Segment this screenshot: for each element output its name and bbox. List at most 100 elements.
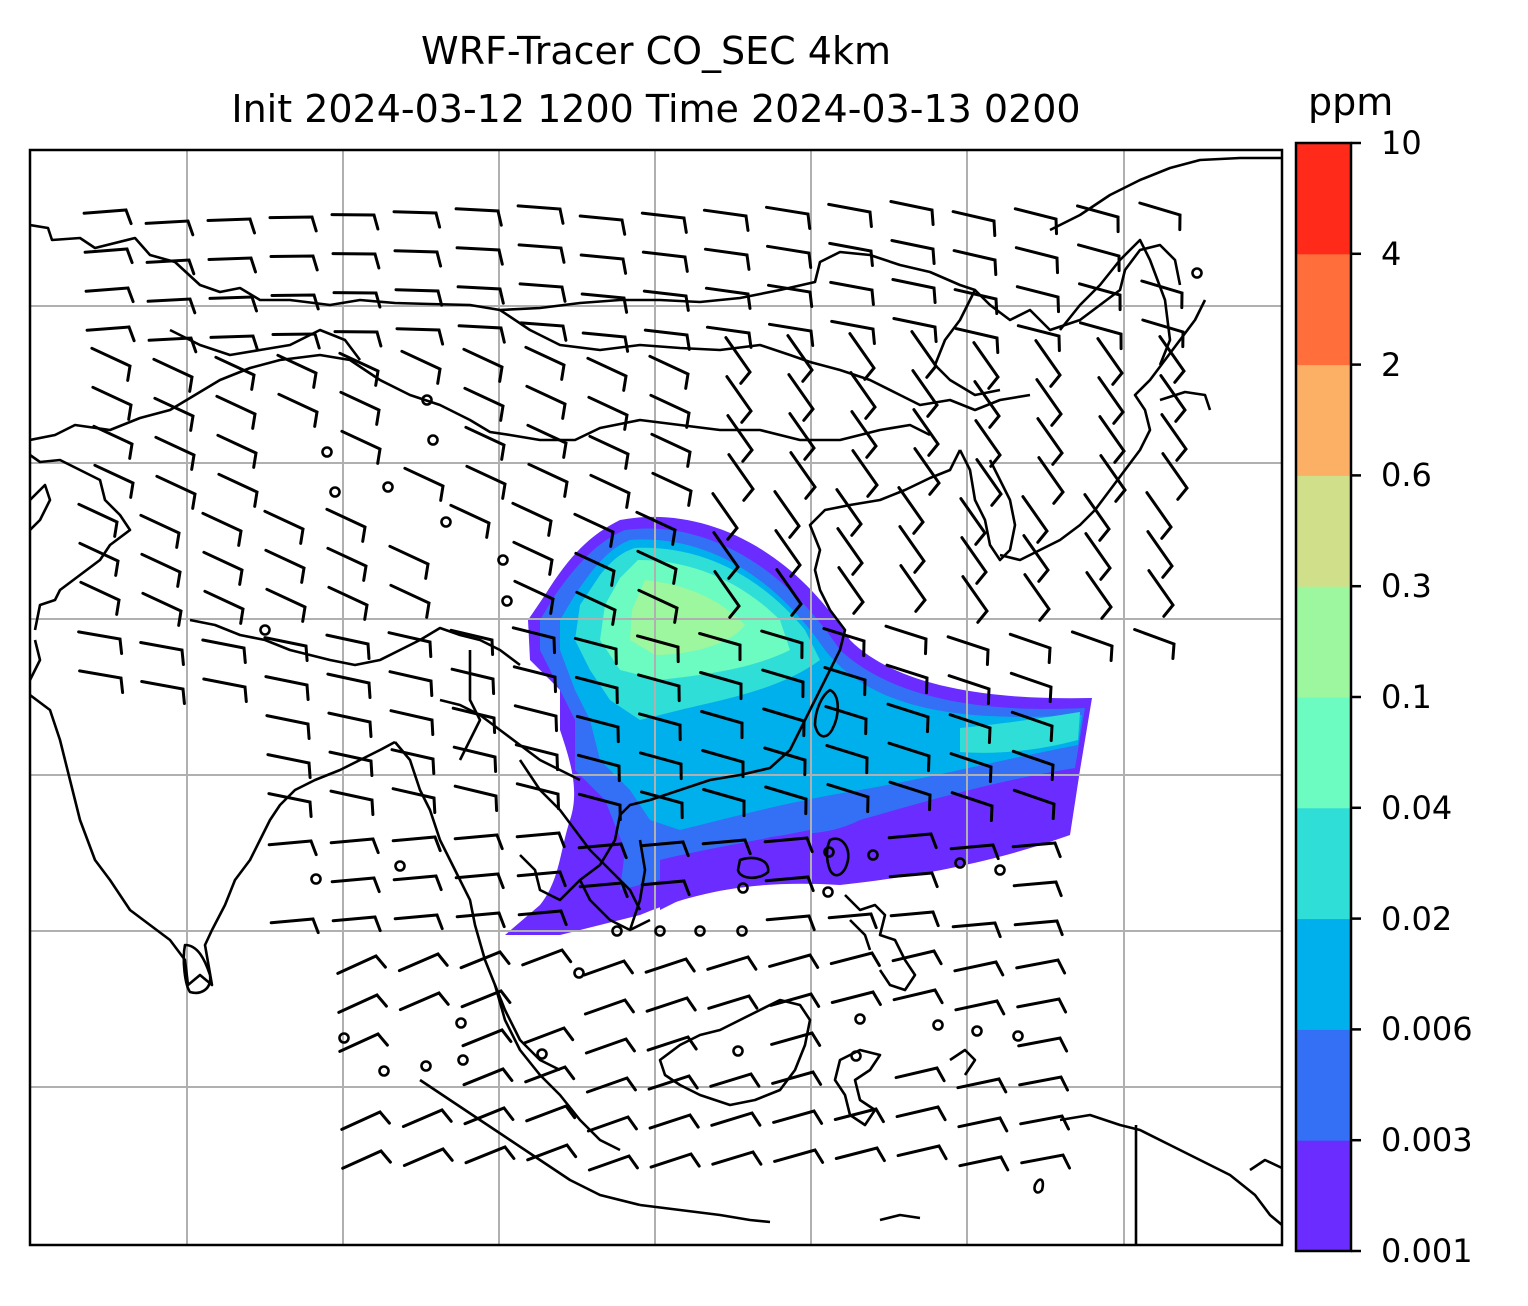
wind-barb bbox=[207, 256, 257, 274]
calm-wind-marker bbox=[440, 516, 452, 528]
wind-barb bbox=[1017, 1036, 1069, 1053]
wind-barb bbox=[826, 783, 870, 814]
wind-barb bbox=[580, 292, 629, 314]
wind-barb bbox=[888, 871, 939, 889]
wind-barb bbox=[636, 634, 680, 664]
wind-barb bbox=[329, 837, 380, 855]
wind-barb bbox=[1076, 204, 1120, 234]
wind-barb bbox=[644, 957, 696, 974]
wind-barb bbox=[525, 1104, 577, 1123]
wind-barb bbox=[263, 509, 305, 545]
wind-barb bbox=[155, 474, 197, 510]
wind-barb bbox=[457, 324, 506, 344]
wind-barb bbox=[573, 512, 615, 548]
colorbar-segment bbox=[1296, 143, 1351, 255]
wind-barb bbox=[765, 205, 812, 230]
wind-barb bbox=[1013, 919, 1064, 937]
wind-barb bbox=[772, 1109, 824, 1125]
wind-barb bbox=[526, 1143, 578, 1162]
wind-barb bbox=[889, 910, 940, 928]
wind-barb bbox=[325, 633, 371, 660]
wind-barb bbox=[830, 319, 876, 345]
wind-barb bbox=[650, 432, 692, 468]
wind-barb bbox=[640, 211, 688, 234]
wind-barb bbox=[1019, 1114, 1070, 1131]
wind-barb bbox=[329, 789, 375, 816]
wind-barb bbox=[1141, 318, 1185, 349]
wind-barb bbox=[724, 336, 752, 385]
wind-barb bbox=[823, 666, 867, 697]
calm-wind-marker bbox=[1012, 1030, 1024, 1042]
wind-barb bbox=[828, 241, 874, 267]
wind-barb bbox=[1158, 335, 1186, 384]
wind-barb bbox=[764, 875, 815, 893]
wind-barb bbox=[897, 486, 925, 535]
wind-barb bbox=[264, 548, 306, 584]
wind-barb bbox=[576, 753, 621, 783]
wind-barb bbox=[575, 590, 617, 626]
wind-barb bbox=[388, 670, 434, 697]
wind-barb bbox=[774, 529, 802, 578]
calm-wind-marker bbox=[1191, 267, 1203, 279]
wind-barb bbox=[201, 511, 243, 547]
calm-wind-marker bbox=[427, 434, 439, 446]
wind-barb bbox=[449, 628, 495, 656]
wind-barb bbox=[208, 295, 258, 313]
wind-barb bbox=[139, 513, 181, 549]
wind-barb bbox=[789, 451, 817, 500]
wind-barb bbox=[761, 668, 805, 699]
wind-barb bbox=[702, 788, 746, 818]
wind-barb bbox=[93, 463, 135, 499]
wind-barb bbox=[972, 341, 1000, 390]
wind-barb bbox=[264, 675, 310, 701]
colorbar-segment bbox=[1296, 475, 1351, 587]
wind-barb bbox=[1096, 337, 1124, 386]
wind-barb bbox=[888, 780, 932, 812]
wind-barb bbox=[949, 843, 1000, 861]
wind-barb bbox=[895, 1105, 947, 1122]
wind-barb bbox=[266, 753, 312, 779]
wind-barb bbox=[884, 624, 928, 656]
wind-barb bbox=[391, 787, 437, 814]
wind-barb bbox=[394, 288, 444, 307]
wind-barb bbox=[276, 353, 318, 389]
calm-wind-marker bbox=[259, 624, 271, 636]
colorbar-segment bbox=[1296, 697, 1351, 809]
calm-wind-marker bbox=[971, 1025, 983, 1037]
wind-barb bbox=[829, 951, 881, 967]
wind-barb bbox=[92, 424, 134, 460]
wind-barb bbox=[341, 1149, 392, 1170]
wind-barb bbox=[462, 1067, 514, 1087]
wind-barb bbox=[851, 449, 879, 498]
wind-barb bbox=[910, 330, 938, 379]
calm-wind-marker bbox=[420, 1060, 432, 1072]
wind-barb bbox=[511, 626, 556, 655]
colorbar-unit: ppm bbox=[1308, 80, 1394, 124]
wind-barb bbox=[946, 635, 990, 666]
wind-barb bbox=[578, 881, 629, 899]
wind-barb bbox=[454, 207, 503, 227]
wind-barb bbox=[154, 435, 196, 471]
calm-wind-marker bbox=[536, 1048, 548, 1060]
wind-barb bbox=[787, 373, 815, 422]
wind-barb bbox=[649, 393, 691, 429]
wind-barb bbox=[765, 914, 816, 932]
wind-barb bbox=[1020, 1153, 1071, 1170]
wind-barb bbox=[584, 1037, 636, 1055]
wind-barb bbox=[892, 988, 944, 1005]
wind-barb bbox=[891, 949, 943, 966]
wind-barb bbox=[700, 710, 744, 740]
wind-barb bbox=[951, 921, 1002, 939]
wind-barb bbox=[850, 410, 878, 459]
colorbar-tick-label: 0.001 bbox=[1381, 1232, 1473, 1270]
wind-barb bbox=[1070, 630, 1114, 662]
wind-barb bbox=[464, 425, 506, 461]
wind-barb bbox=[1018, 1075, 1069, 1092]
wind-barb bbox=[77, 502, 119, 538]
wind-barb bbox=[338, 1032, 389, 1053]
calm-wind-marker bbox=[823, 846, 835, 858]
wind-barb bbox=[771, 1070, 823, 1086]
wind-barb bbox=[582, 959, 634, 977]
calm-wind-marker bbox=[421, 394, 433, 406]
wind-barb bbox=[140, 680, 186, 705]
